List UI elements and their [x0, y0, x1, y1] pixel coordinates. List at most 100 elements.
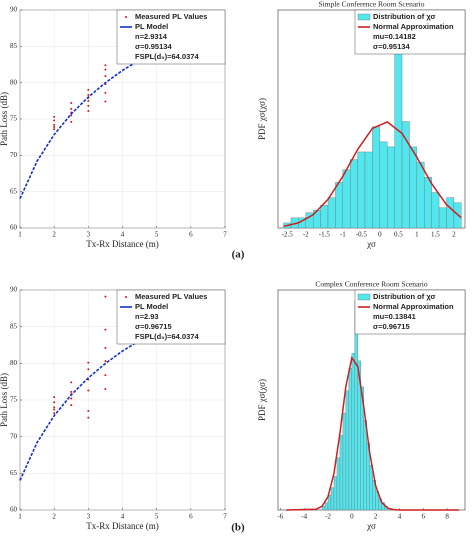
data-point: [87, 410, 90, 412]
histogram-bar: [363, 420, 367, 511]
data-point: [104, 295, 107, 298]
data-point: [104, 328, 107, 331]
data-point: [53, 406, 56, 409]
x-tick-label: 6: [189, 231, 193, 239]
x-tick-label: 7: [223, 231, 227, 239]
legend-swatch: [125, 16, 127, 18]
histogram-bar: [379, 141, 388, 229]
data-point: [104, 68, 107, 71]
x-tick-label: 2: [374, 513, 378, 521]
histogram-bar: [409, 146, 418, 229]
data-point: [70, 381, 73, 384]
x-tick-label: 2: [452, 231, 456, 239]
y-tick-label: 85: [10, 322, 18, 330]
data-point: [70, 120, 73, 123]
x-axis-label: Tx-Rx Distance (m): [86, 239, 158, 249]
x-axis-label: χσ: [366, 239, 376, 249]
x-tick-label: 8: [445, 513, 449, 521]
histogram-bar: [339, 435, 344, 511]
x-tick-label: 4: [398, 513, 402, 521]
histogram-bar: [431, 192, 440, 229]
chart-title: Simple Conference Room Scenario: [318, 0, 424, 9]
x-tick-label: 5: [155, 231, 159, 239]
x-tick-label: 0.5: [394, 231, 403, 239]
data-point: [104, 64, 107, 67]
data-point: [87, 94, 90, 97]
histogram-bar: [330, 487, 335, 511]
chart: 1 2 3 4 5 6 7 60 65 70 75 80 85 90 Tx-Rx Distance (m) P…: [0, 286, 227, 531]
histogram-bar: [342, 169, 351, 229]
data-point: [70, 397, 73, 400]
histogram-bar: [401, 121, 410, 229]
x-tick-label: 0: [378, 231, 382, 239]
y-tick-label: 65: [10, 187, 18, 195]
legend-label: PL Model: [135, 22, 168, 31]
legend-label: Distribution of χσ: [373, 292, 436, 301]
histogram-bar: [333, 476, 338, 511]
x-axis-label: χσ: [366, 521, 376, 531]
histogram-bar: [357, 151, 366, 229]
histogram-bar: [424, 177, 432, 229]
x-tick-label: 4: [121, 513, 125, 521]
histogram-bar: [335, 182, 344, 229]
data-point: [53, 412, 56, 415]
x-tick-label: 4: [121, 231, 125, 239]
x-tick-label: 3: [87, 231, 91, 239]
x-tick-label: 1: [18, 231, 22, 239]
legend-swatch: [357, 293, 371, 301]
line-series: [283, 121, 462, 228]
x-tick-label: -2: [303, 231, 309, 239]
y-axis-label: Path Loss (dB): [0, 373, 9, 427]
histogram-bar: [416, 161, 425, 229]
x-tick-label: 2: [52, 513, 56, 521]
x-tick-label: -0.5: [356, 231, 368, 239]
x-tick-label: -1: [340, 231, 346, 239]
data-point: [53, 119, 56, 122]
histogram-bar: [327, 197, 336, 229]
chart: -6 -4 -2 0 2 4 6 8 Complex Conference Room Scena…: [257, 280, 466, 531]
x-tick-label: 0: [350, 513, 354, 521]
y-tick-label: 65: [10, 469, 18, 477]
histogram-bar: [369, 465, 373, 511]
data-point: [53, 115, 56, 118]
data-point: [70, 107, 73, 110]
data-point: [53, 125, 56, 128]
data-point: [70, 404, 73, 407]
y-tick-label: 60: [10, 506, 18, 514]
legend-swatch: [125, 296, 127, 298]
line-series: [286, 355, 460, 511]
data-point: [104, 100, 107, 103]
data-point: [53, 123, 56, 126]
data-point: [104, 75, 107, 78]
y-tick-label: 80: [10, 78, 18, 86]
x-tick-label: -2.5: [282, 231, 294, 239]
legend-box: [116, 9, 226, 65]
data-point: [70, 114, 73, 117]
x-tick-label: 7: [223, 513, 227, 521]
data-point: [70, 390, 73, 393]
legend-label: σ=0.96715: [373, 322, 410, 331]
caption: (a): [232, 249, 245, 261]
data-point: [104, 346, 107, 349]
histogram-bar: [320, 204, 329, 229]
data-point: [53, 128, 56, 131]
y-axis-label: PDF χσ(χσ): [257, 379, 267, 421]
y-tick-label: 90: [10, 286, 18, 294]
y-tick-label: 75: [10, 115, 18, 123]
x-tick-label: 6: [422, 513, 426, 521]
data-point: [87, 389, 90, 392]
data-point: [53, 408, 56, 411]
histogram-bar: [348, 368, 353, 511]
legend-box: [116, 289, 226, 345]
histogram-bar: [324, 502, 329, 511]
histogram-bar: [342, 412, 347, 511]
data-point: [87, 99, 90, 102]
legend-swatch: [357, 13, 371, 21]
legend-label: PL Model: [135, 302, 168, 311]
chart-title: Complex Conference Room Scenario: [315, 280, 428, 289]
data-point: [87, 416, 90, 419]
x-axis-label: Tx-Rx Distance (m): [86, 521, 158, 531]
data-point: [53, 401, 56, 404]
